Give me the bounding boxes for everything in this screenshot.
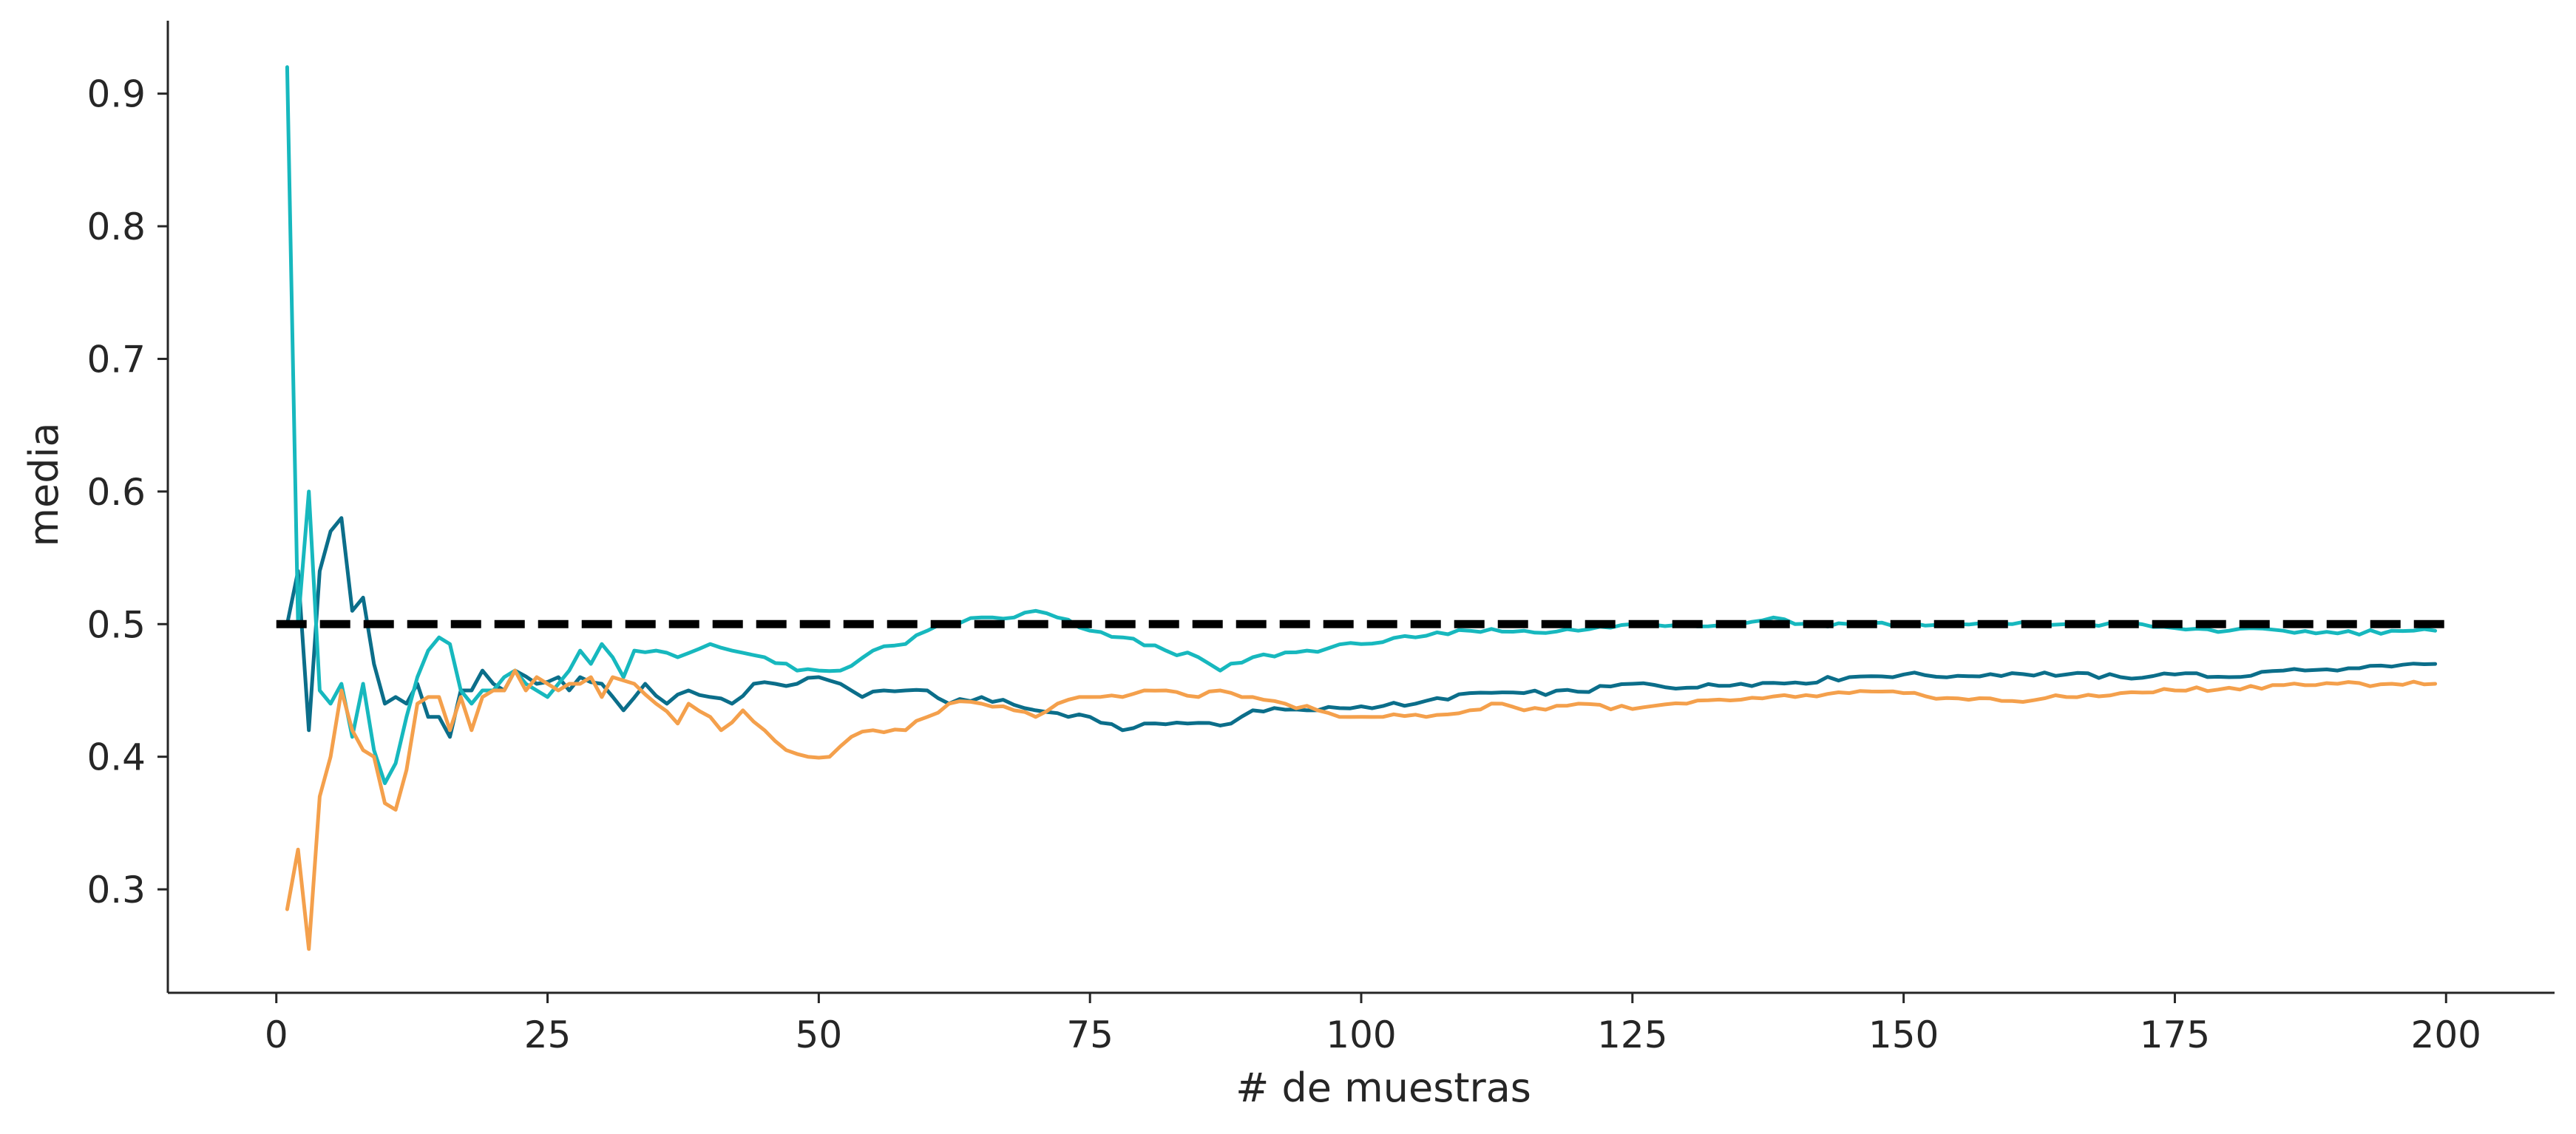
y-axis-title: media [21,422,67,546]
y-tick-label: 0.7 [87,338,146,381]
series-group [285,65,2438,951]
y-tick-label: 0.8 [87,206,146,248]
y-tick-label: 0.4 [87,736,146,779]
x-axis-title: # de muestras [1236,1065,1531,1111]
x-tick-label: 50 [796,1014,843,1056]
y-tick-label: 0.5 [87,603,146,646]
x-tick-label: 200 [2411,1014,2481,1056]
series-line-1 [285,516,2438,739]
y-tick-label: 0.9 [87,73,146,116]
x-tick-label: 175 [2140,1014,2210,1056]
y-tick-label: 0.3 [87,869,146,911]
x-tick-label: 25 [524,1014,572,1056]
x-ticks: 0 25 50 75 100 125 150 175 200 [265,993,2481,1056]
x-tick-label: 150 [1868,1014,1939,1056]
y-tick-label: 0.6 [87,471,146,514]
x-tick-label: 0 [265,1014,288,1056]
axes [166,21,2555,994]
x-tick-label: 125 [1597,1014,1667,1056]
series-line-3 [285,668,2438,951]
y-ticks: 0.3 0.4 0.5 0.6 0.7 0.8 0.9 [87,73,168,911]
x-tick-label: 75 [1066,1014,1114,1056]
x-tick-label: 100 [1326,1014,1396,1056]
